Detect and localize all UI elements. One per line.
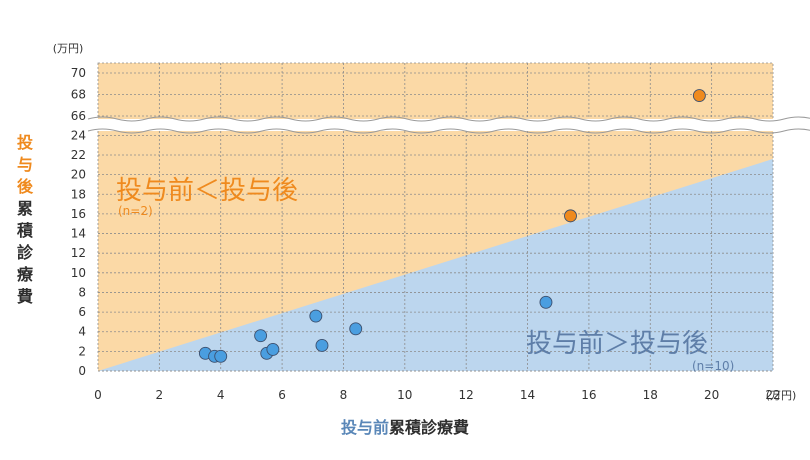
data-point [214, 349, 228, 363]
y-tick-label: 20 [71, 168, 86, 182]
data-point [315, 339, 329, 352]
y-axis-label-char: 診 [16, 243, 33, 262]
y-tick-label: 6 [78, 305, 86, 319]
x-tick-label: 20 [704, 388, 719, 402]
x-unit-label: (万円) [766, 389, 797, 402]
y-axis-label-char: 与 [16, 155, 33, 174]
y-tick-label: 10 [71, 266, 86, 280]
data-point [309, 309, 323, 323]
y-tick-label: 18 [71, 187, 86, 201]
x-tick-label: 12 [459, 388, 474, 402]
y-tick-label: 8 [78, 285, 86, 299]
axis-break-line-bottom [87, 128, 810, 134]
y-tick-label: 66 [71, 109, 86, 123]
x-tick-label: 22 [765, 388, 780, 402]
y-tick-label: 16 [71, 207, 86, 221]
y-axis-label-char: 積 [16, 221, 33, 240]
region-lower-bg [98, 158, 773, 371]
y-axis-label: 投与後累積診療費 [14, 132, 36, 308]
upper-region-label: 投与前＜投与後 [116, 176, 299, 206]
y-tick-label: 70 [71, 66, 86, 80]
data-point [539, 295, 553, 309]
y-tick-label: 0 [78, 364, 86, 378]
data-point [266, 342, 280, 356]
data-point [349, 322, 363, 336]
x-tick-label: 0 [94, 388, 102, 402]
x-tick-label: 10 [397, 388, 412, 402]
x-tick-label: 6 [278, 388, 286, 402]
x-axis-label-rest: 累積診療費 [389, 418, 470, 437]
y-axis-label-char: 費 [16, 287, 33, 306]
data-point [692, 89, 706, 103]
x-axis-label: 投与前累積診療費 [0, 414, 810, 438]
x-tick-label: 8 [340, 388, 348, 402]
x-tick-label: 16 [581, 388, 596, 402]
lower-region-label: 投与前＞投与後 [526, 329, 709, 359]
y-tick-label: 22 [71, 148, 86, 162]
upper-region-count: (n=2) [118, 204, 153, 218]
y-axis-label-char: 療 [16, 265, 33, 284]
y-tick-label: 4 [78, 325, 86, 339]
y-tick-label: 24 [71, 128, 86, 142]
y-axis-label-char: 累 [16, 199, 33, 218]
y-unit-label: (万円) [53, 42, 84, 55]
y-tick-label: 2 [78, 344, 86, 358]
y-tick-label: 68 [71, 88, 86, 102]
y-tick-label: 14 [71, 227, 86, 241]
x-tick-label: 2 [156, 388, 164, 402]
data-point [564, 209, 577, 223]
x-tick-label: 18 [643, 388, 658, 402]
axis-break-band [88, 119, 787, 131]
lower-region-count: (n=10) [692, 359, 735, 373]
plot-frame [97, 62, 774, 372]
y-axis-label-char: 後 [16, 177, 33, 196]
y-tick-label: 12 [71, 246, 86, 260]
x-tick-label: 4 [217, 388, 225, 402]
data-point [254, 329, 268, 343]
axis-break-line-top [87, 116, 810, 122]
x-axis-label-highlight: 投与前 [340, 418, 389, 437]
y-axis-label-char: 投 [16, 133, 33, 152]
x-tick-label: 14 [520, 388, 535, 402]
